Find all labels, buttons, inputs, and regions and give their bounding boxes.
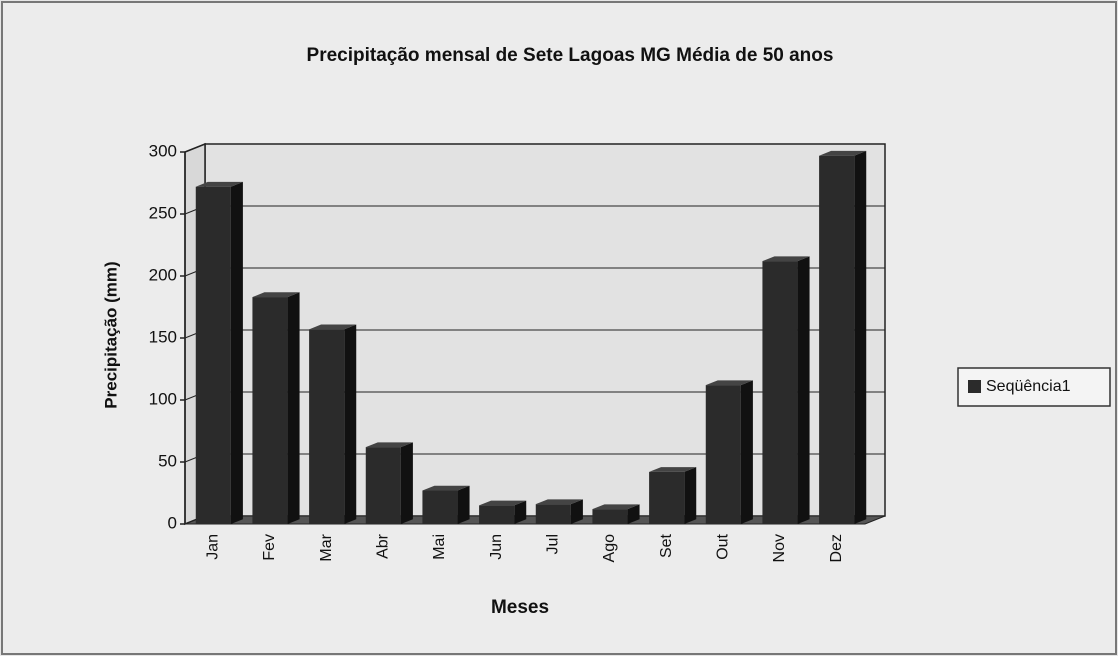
bar-top: [762, 256, 810, 262]
y-tick-label: 100: [149, 389, 177, 408]
y-axis-label: Precipitação (mm): [101, 261, 120, 408]
bar: [705, 385, 741, 524]
x-tick-label: Jun: [488, 534, 505, 560]
y-tick-label: 250: [149, 203, 177, 222]
bar-top: [252, 292, 300, 298]
bar: [819, 155, 855, 524]
bar-side: [514, 500, 527, 524]
bar-side: [457, 485, 470, 524]
x-tick-label: Nov: [771, 534, 788, 562]
x-tick-label: Out: [715, 533, 732, 559]
bar-top: [819, 150, 867, 156]
legend-label: Seqüência1: [986, 378, 1071, 395]
bar: [535, 504, 571, 524]
x-tick-label: Mar: [318, 533, 335, 561]
bar-side: [287, 292, 300, 524]
bar-side: [854, 150, 867, 525]
bar: [252, 297, 288, 524]
x-axis-label: Meses: [491, 597, 549, 618]
bar-top: [535, 499, 583, 505]
legend-box: [957, 367, 1111, 407]
x-tick-label: Abr: [375, 533, 392, 559]
x-tick-label: Fev: [261, 534, 278, 561]
bar-side: [230, 181, 243, 525]
x-tick-label: Dez: [828, 534, 845, 562]
bar-top: [195, 181, 243, 187]
bar-side: [344, 324, 357, 524]
bar-side: [570, 499, 583, 524]
bar-side: [627, 504, 640, 524]
y-tick-label: 50: [158, 451, 177, 470]
bar-side: [797, 256, 810, 524]
bar: [649, 471, 685, 524]
bar: [365, 447, 401, 524]
bar: [195, 186, 231, 524]
grid-line: [184, 143, 206, 153]
bar-top: [365, 442, 413, 448]
y-tick-label: 200: [149, 265, 177, 284]
bar: [309, 329, 345, 524]
bar-side: [400, 442, 413, 524]
y-tick-label: 0: [168, 513, 177, 532]
bar-top: [422, 485, 470, 491]
x-tick-label: Ago: [601, 534, 618, 563]
y-tick-label: 300: [149, 141, 177, 160]
x-tick-label: Mai: [431, 534, 448, 560]
bar-top: [649, 467, 697, 472]
bar-side: [684, 467, 697, 524]
x-tick-label: Jan: [205, 534, 222, 560]
legend-marker: [968, 380, 981, 393]
x-tick-label: Set: [658, 533, 675, 558]
bar-top: [479, 500, 527, 506]
bar-side: [740, 380, 753, 524]
chart-title: Precipitação mensal de Sete Lagoas MG Mé…: [307, 45, 834, 66]
bar-top: [592, 504, 640, 510]
bar: [762, 261, 798, 524]
bar: [479, 505, 515, 524]
bar: [592, 509, 628, 524]
bar-top: [309, 324, 357, 330]
bar: [422, 490, 458, 524]
x-tick-label: Jul: [545, 534, 562, 554]
y-tick-label: 150: [149, 327, 177, 346]
bar-top: [705, 380, 753, 386]
